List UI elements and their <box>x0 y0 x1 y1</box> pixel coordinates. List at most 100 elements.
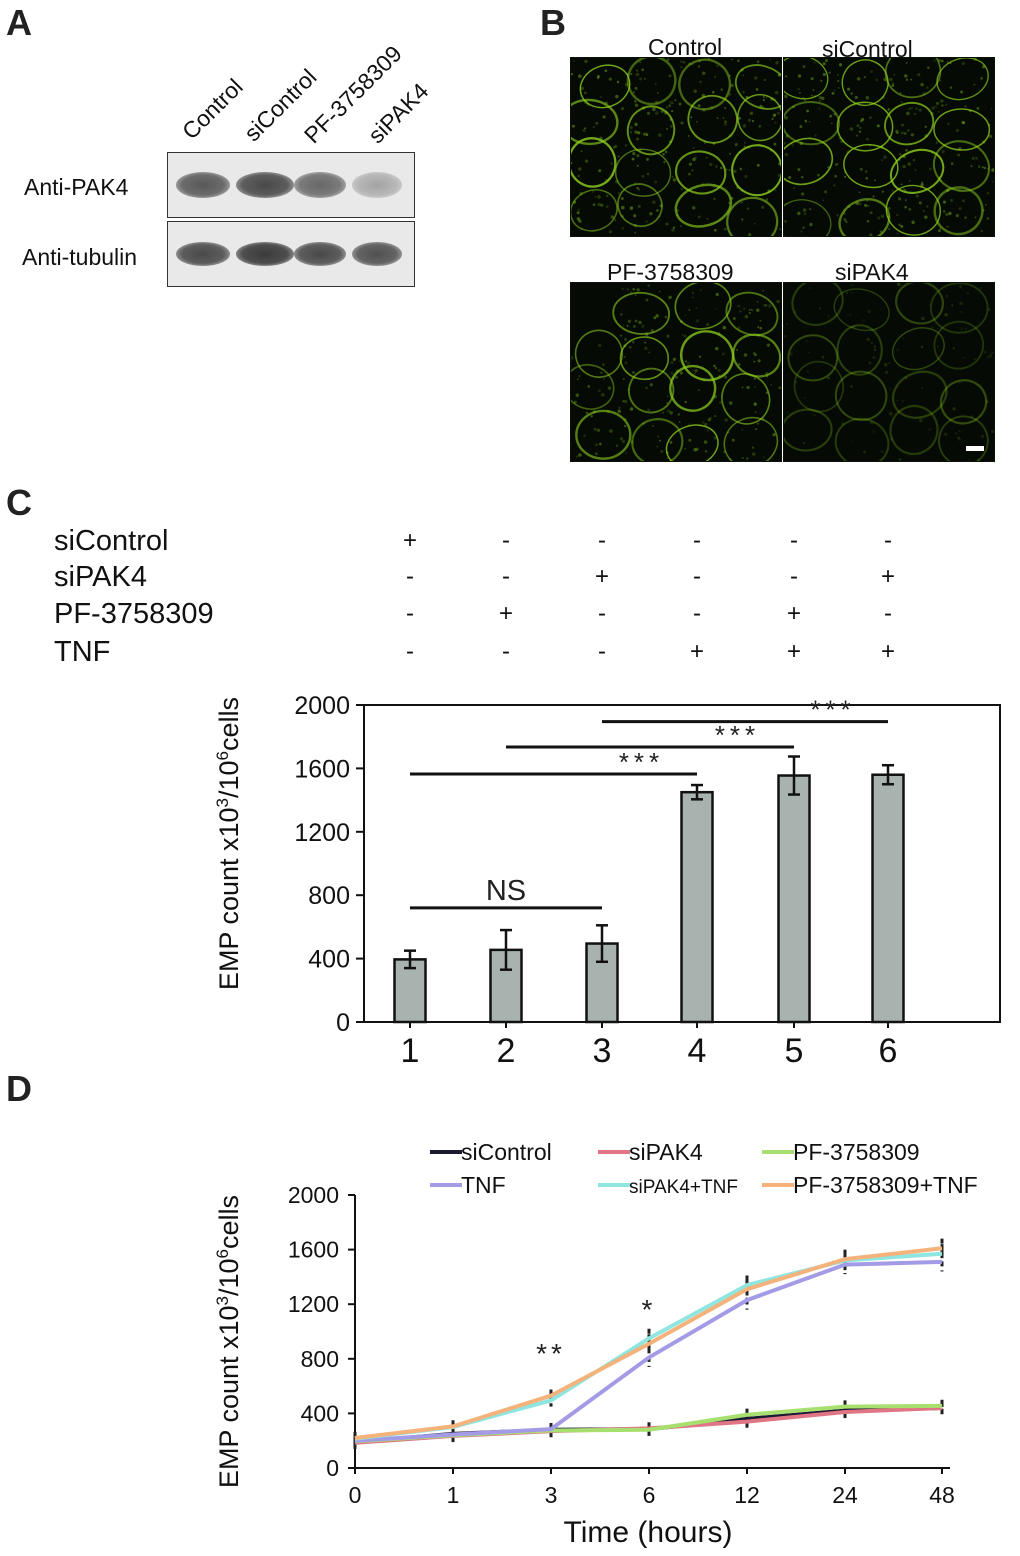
cell-speckle <box>919 453 922 456</box>
cell-speckle <box>656 445 659 448</box>
cell-speckle <box>670 371 674 375</box>
treatment-sign: - <box>693 600 701 627</box>
cell-speckle <box>826 376 830 380</box>
cell-speckle <box>941 149 945 154</box>
cell-speckle <box>688 172 691 176</box>
cell-speckle <box>691 291 695 295</box>
cell-speckle <box>961 61 965 66</box>
cell-speckle <box>924 125 927 128</box>
bar-chart-x-tick-label: 1 <box>401 1032 420 1070</box>
cell-speckle <box>959 301 963 306</box>
cell-speckle <box>818 307 822 310</box>
cell-membrane <box>939 379 988 425</box>
cell-speckle <box>709 105 714 110</box>
cell-speckle <box>902 187 905 190</box>
cell-speckle <box>669 411 673 415</box>
cell-speckle <box>797 211 801 216</box>
cell-speckle <box>898 458 902 461</box>
cell-speckle <box>818 95 822 100</box>
cell-speckle <box>596 428 601 432</box>
bar <box>871 773 905 1024</box>
cell-membrane <box>678 58 732 111</box>
cell-speckle <box>613 146 616 149</box>
cell-speckle <box>580 86 584 91</box>
cell-speckle <box>613 144 618 149</box>
cell-speckle <box>571 161 573 165</box>
treatment-label-sipak4: siPAK4 <box>54 561 147 593</box>
cell-speckle <box>721 352 725 356</box>
wb-band <box>236 172 294 198</box>
cell-speckle <box>614 219 617 222</box>
treatment-sign: + <box>786 638 801 665</box>
cell-speckle <box>660 109 664 113</box>
cell-speckle <box>597 202 601 207</box>
cell-speckle <box>748 312 751 315</box>
cell-speckle <box>599 442 602 446</box>
bar-chart-x-tick-label: 6 <box>879 1032 898 1070</box>
cell-speckle <box>754 402 757 406</box>
cell-speckle <box>637 131 641 135</box>
cell-speckle <box>671 228 675 232</box>
cell-speckle <box>803 396 806 400</box>
cell-speckle <box>873 348 877 352</box>
cell-speckle <box>620 197 624 200</box>
cell-speckle <box>724 418 728 422</box>
significance-label: * <box>642 1294 657 1325</box>
cell-speckle <box>679 371 683 375</box>
cell-speckle <box>741 428 743 431</box>
cell-speckle <box>719 401 722 404</box>
cell-membrane <box>619 336 670 381</box>
y-axis-label: EMP count x103/106cells <box>213 697 244 990</box>
cell-membrane <box>571 137 617 188</box>
cell-speckle <box>605 205 609 208</box>
cell-speckle <box>974 216 977 219</box>
cell-speckle <box>665 127 669 130</box>
cell-speckle <box>757 326 760 329</box>
cell-speckle <box>593 427 597 431</box>
cell-speckle <box>799 91 801 94</box>
cell-speckle <box>828 71 831 75</box>
cell-speckle <box>626 324 629 327</box>
cell-speckle <box>827 314 830 318</box>
cell-speckle <box>684 360 688 363</box>
cell-speckle <box>647 408 651 412</box>
cell-speckle <box>684 334 687 338</box>
cell-speckle <box>747 118 751 122</box>
cell-speckle <box>981 166 984 169</box>
cell-speckle <box>575 455 579 458</box>
cell-speckle <box>744 314 749 319</box>
cell-speckle <box>836 162 839 165</box>
cell-speckle <box>691 63 694 66</box>
cell-speckle <box>837 73 839 76</box>
cell-speckle <box>621 205 625 210</box>
cell-speckle <box>913 112 917 116</box>
cell-speckle <box>891 82 894 85</box>
cell-membrane <box>833 288 890 332</box>
cell-speckle <box>901 399 904 403</box>
cell-speckle <box>873 345 877 349</box>
cell-speckle <box>655 314 659 318</box>
cell-speckle <box>958 437 962 441</box>
cell-speckle <box>707 418 711 422</box>
cell-speckle <box>926 86 929 89</box>
cell-speckle <box>722 325 727 330</box>
bar-chart-x-tick-label: 2 <box>497 1032 516 1070</box>
cell-speckle <box>615 94 619 99</box>
cell-speckle <box>872 430 876 434</box>
cell-speckle <box>991 180 994 183</box>
cell-speckle <box>602 363 605 366</box>
cell-speckle <box>756 308 760 312</box>
cell-speckle <box>806 370 810 373</box>
cell-speckle <box>898 223 902 227</box>
cell-speckle <box>660 449 664 453</box>
cell-speckle <box>910 133 914 137</box>
cell-speckle <box>937 229 941 233</box>
cell-speckle <box>893 73 896 76</box>
cell-speckle <box>988 134 993 139</box>
cell-speckle <box>762 456 765 459</box>
cell-membrane <box>612 291 671 335</box>
cell-membrane <box>884 101 935 146</box>
significance-label: *** <box>810 695 855 725</box>
y-axis-label-part: /10 <box>214 760 244 798</box>
cell-speckle <box>979 384 982 387</box>
